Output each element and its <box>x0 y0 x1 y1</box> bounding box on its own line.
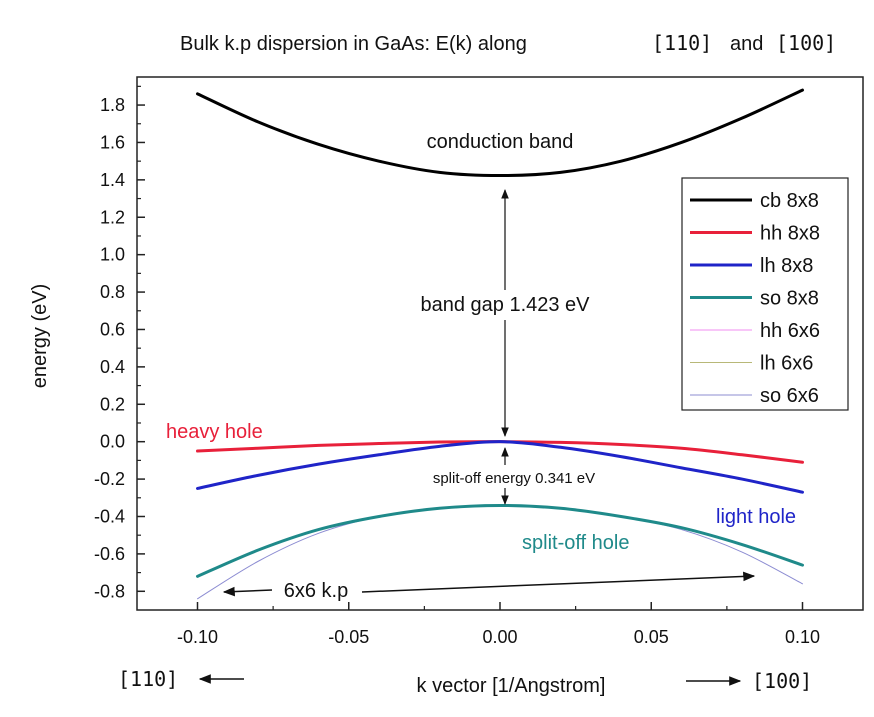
legend-label-cb-8x8: cb 8x8 <box>760 190 819 212</box>
kp6-arrow-right <box>361 571 756 593</box>
data-series <box>196 88 804 600</box>
annotation-6x6-kp: 6x6 k.p <box>284 580 348 602</box>
x-tick-label: 0.10 <box>785 627 820 647</box>
y-tick-label: 1.8 <box>100 95 125 115</box>
x-direction-right-label: [100] <box>752 669 812 693</box>
legend-label-hh-8x8: hh 8x8 <box>760 223 820 245</box>
annotation-heavy-hole: heavy hole <box>166 421 263 443</box>
y-tick-label: 1.2 <box>100 207 125 227</box>
y-tick-label: 0.8 <box>100 282 125 302</box>
y-tick-label: 1.4 <box>100 170 125 190</box>
y-axis-label: energy (eV) <box>29 284 51 389</box>
legend-label-lh-8x8: lh 8x8 <box>760 255 813 277</box>
x-axis-label: k vector [1/Angstrom] <box>417 675 606 697</box>
legend-label-so-6x6: so 6x6 <box>760 385 819 407</box>
annotation-band-gap: band gap 1.423 eV <box>420 294 590 316</box>
annotation-split-off-energy: split-off energy 0.341 eV <box>433 470 595 487</box>
y-tick-label: 1.0 <box>100 245 125 265</box>
y-tick-label: -0.6 <box>94 544 125 564</box>
legend-label-hh-6x6: hh 6x6 <box>760 320 820 342</box>
y-tick-label: 0.0 <box>100 432 125 452</box>
x-tick-label: -0.10 <box>177 627 218 647</box>
title-and: and <box>730 33 763 55</box>
kp6-arrow-left <box>222 586 273 597</box>
y-tick-label: -0.4 <box>94 506 125 526</box>
axis-ticks: -0.10 -0.05 0.00 0.05 0.10 -0.8 -0.6 -0.4 -0.2 0.… <box>94 85 820 647</box>
series-line-so-8x8 <box>196 503 804 578</box>
y-tick-label: 0.6 <box>100 319 125 339</box>
annotation-split-off-hole: split-off hole <box>522 532 629 554</box>
x-tick-label: 0.00 <box>482 627 517 647</box>
x-direction-left-label: [110] <box>118 667 178 691</box>
x-tick-label: -0.05 <box>328 627 369 647</box>
y-tick-label: 0.4 <box>100 357 125 377</box>
legend-box <box>681 177 849 411</box>
x-tick-label: 0.05 <box>634 627 669 647</box>
series-line-cb-8x8 <box>196 88 804 178</box>
chart-title: Bulk k.p dispersion in GaAs: E(k) along <box>180 33 527 55</box>
annotation-light-hole: light hole <box>716 506 796 528</box>
legend-label-lh-6x6: lh 6x6 <box>760 353 813 375</box>
y-tick-label: 0.2 <box>100 394 125 414</box>
legend: cb 8x8 hh 8x8 lh 8x8 so 8x8 hh 6x6 lh 6x6 so 6… <box>681 177 849 411</box>
y-tick-label: -0.8 <box>94 581 125 601</box>
y-tick-label: 1.6 <box>100 132 125 152</box>
legend-label-so-8x8: so 8x8 <box>760 288 819 310</box>
y-tick-label: -0.2 <box>94 469 125 489</box>
title-direction-100: [100] <box>776 31 836 55</box>
annotation-conduction-band: conduction band <box>427 131 574 153</box>
title-direction-110: [110] <box>652 31 712 55</box>
series-line-lh-8x8 <box>196 440 804 494</box>
series-line-hh-8x8 <box>196 440 804 464</box>
